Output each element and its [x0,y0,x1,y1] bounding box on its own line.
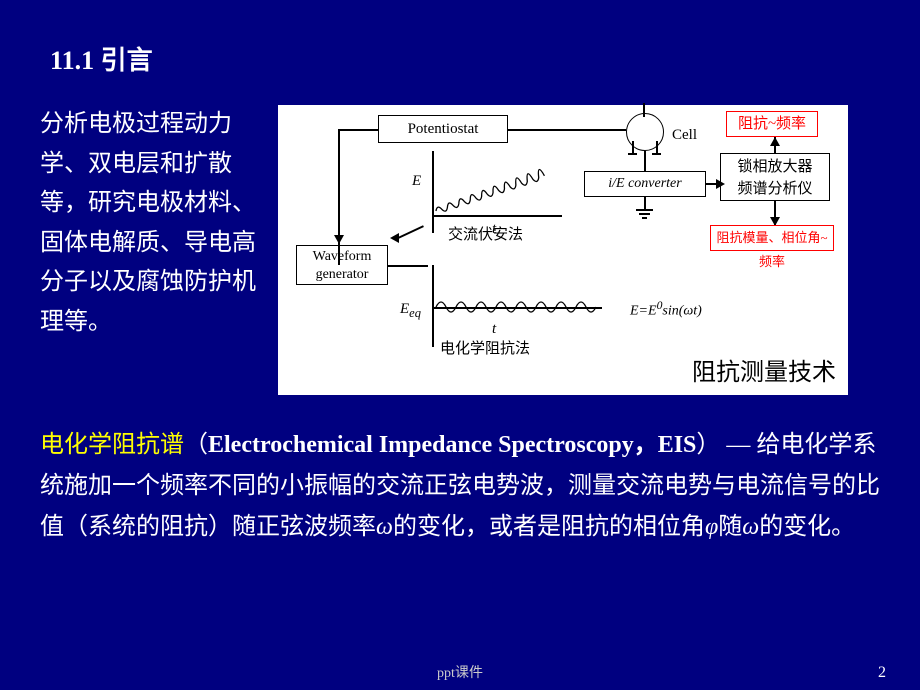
potentiostat-box: Potentiostat [378,115,508,143]
definition-paragraph: 电化学阻抗谱（Electrochemical Impedance Spectro… [40,425,880,547]
term-highlight: 电化学阻抗谱 [40,432,184,458]
page-number: 2 [878,664,886,682]
red-box-bottom: 阻抗模量、相位角~频率 [710,225,834,251]
plot2-ylabel: Eeq [400,301,421,321]
term-english: Electrochemical Impedance Spectroscopy，E… [208,432,696,458]
plot2-caption: 电化学阻抗法 [440,337,530,358]
analyzer-box: 锁相放大器 频谱分析仪 [720,153,830,201]
red-box-top: 阻抗~频率 [726,111,818,137]
analyzer-l1: 锁相放大器 [737,159,812,175]
cell-label: Cell [672,127,697,144]
intro-text: 分析电极过程动力学、双电层和扩散等，研究电极材料、固体电解质、导电高分子以及腐蚀… [40,105,260,395]
converter-box: i/E converter [584,171,706,197]
diagram-title: 阻抗测量技术 [692,352,836,387]
analyzer-l2: 频谱分析仪 [737,181,812,197]
slide-heading: 11.1 引言 [50,40,880,77]
plot1-ylabel: E [412,173,421,190]
footer-label: ppt课件 [437,662,483,682]
sine-wave-icon [434,295,604,325]
top-row: 分析电极过程动力学、双电层和扩散等，研究电极材料、固体电解质、导电高分子以及腐蚀… [40,105,880,395]
acv-wave-icon [434,157,564,217]
plot1-caption: 交流伏安法 [448,223,523,244]
waveform-box: Waveformgenerator [296,245,388,285]
diagram: Potentiostat Cell i/E converter 锁相放大器 频 [278,105,848,395]
eis-equation: E=E0sin(ωt) [630,299,702,320]
